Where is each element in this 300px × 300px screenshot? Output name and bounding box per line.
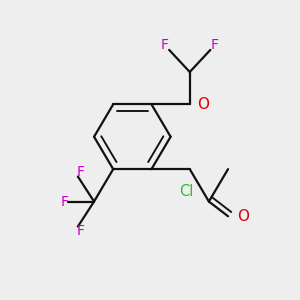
Text: Cl: Cl	[180, 184, 194, 199]
Text: O: O	[237, 209, 249, 224]
Text: F: F	[61, 194, 69, 208]
Text: F: F	[77, 224, 85, 238]
Text: O: O	[197, 97, 209, 112]
Text: F: F	[211, 38, 219, 52]
Text: F: F	[161, 38, 169, 52]
Text: F: F	[77, 165, 85, 179]
